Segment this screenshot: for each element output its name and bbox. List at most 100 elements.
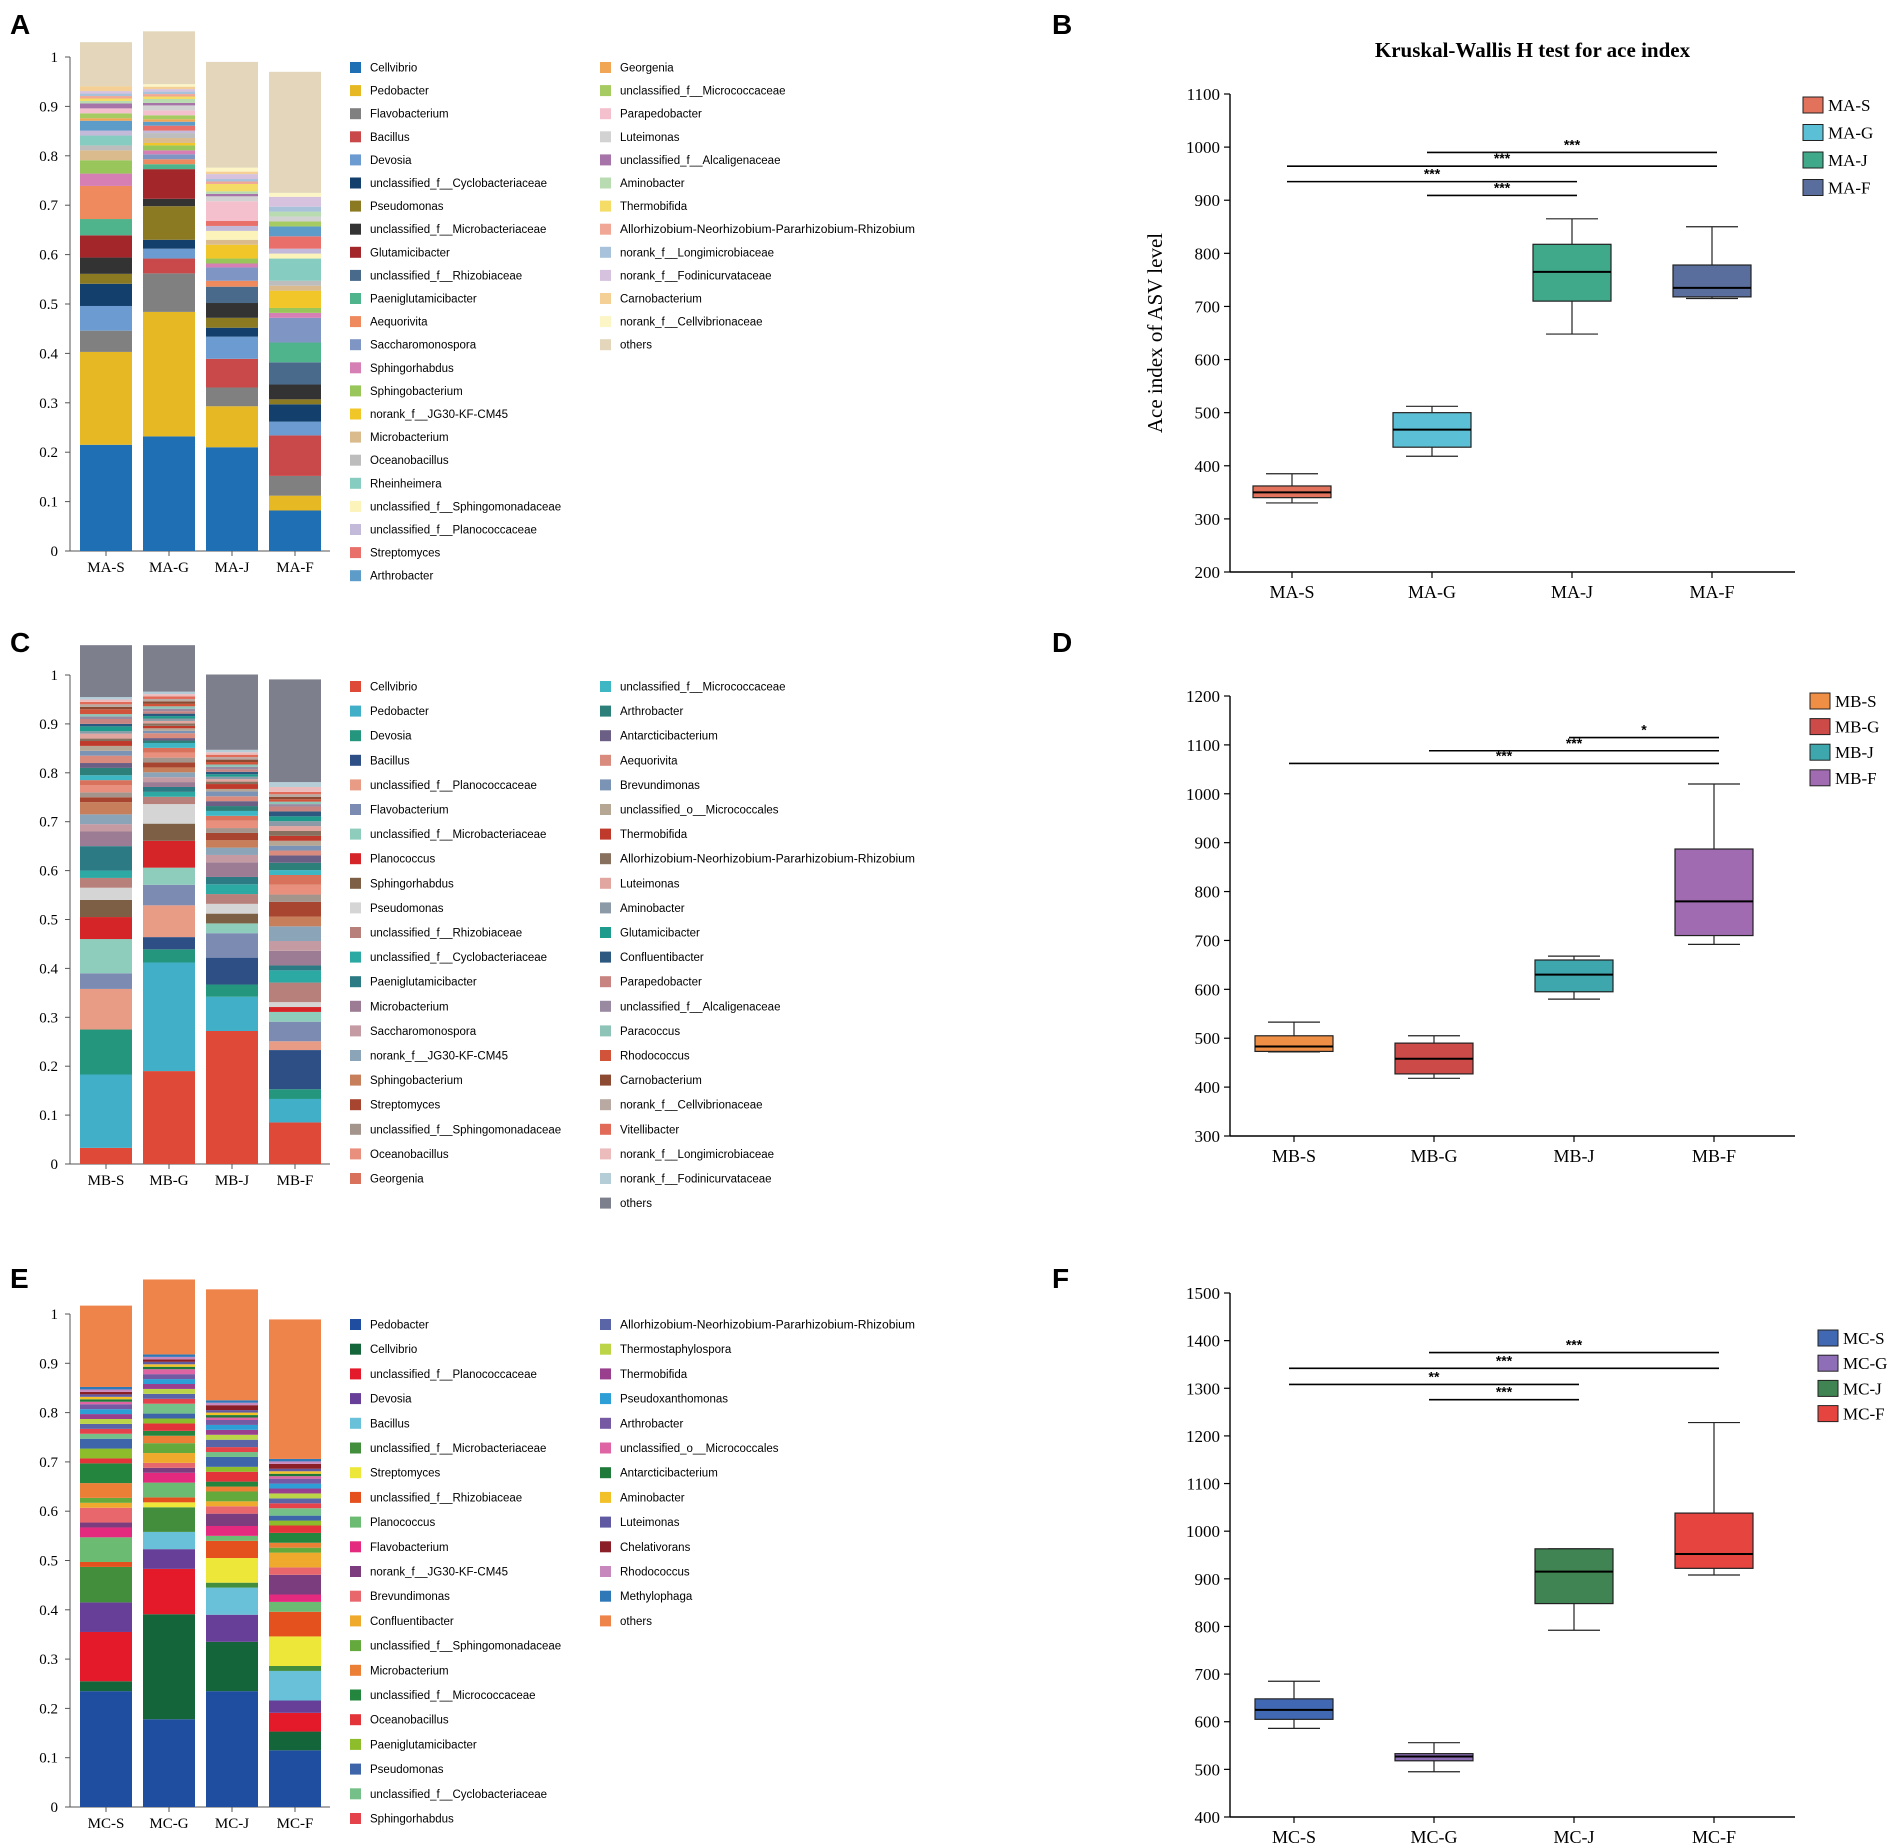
legend-swatch — [350, 177, 361, 189]
panel-letter-e: E — [10, 1263, 29, 1294]
bar-segment — [269, 253, 321, 259]
bar-segment — [143, 716, 195, 719]
x-tick-label: MA-F — [276, 560, 314, 576]
bar-segment — [206, 1506, 258, 1514]
legend-label: Paeniglutamicibacter — [370, 977, 477, 989]
bar-segment — [206, 749, 258, 753]
legend-label: unclassified_f__Alcaligenaceae — [620, 1001, 780, 1013]
legend-label: Parapedobacter — [620, 109, 702, 121]
bar-segment — [269, 845, 321, 851]
bar-segment — [143, 884, 195, 906]
legend-swatch — [600, 246, 611, 258]
bar-segment — [269, 855, 321, 863]
bar-segment — [143, 804, 195, 824]
legend-label: unclassified_f__Micrococcaceae — [620, 86, 786, 98]
legend-swatch — [600, 754, 611, 766]
bar-segment — [206, 984, 258, 997]
legend-swatch — [350, 1541, 361, 1553]
bar-segment — [80, 917, 132, 940]
bar-segment — [269, 1574, 321, 1595]
y-tick-label: 0.5 — [39, 297, 58, 313]
bar-segment — [269, 312, 321, 318]
bar-segment — [206, 1614, 258, 1642]
bar-segment — [143, 740, 195, 743]
legend-label: Pedobacter — [370, 1320, 429, 1332]
legend-swatch — [350, 1738, 361, 1750]
bar-segment — [80, 1147, 132, 1164]
bar-segment — [143, 89, 195, 92]
legend-label: Arthrobacter — [620, 1418, 683, 1430]
bar-segment — [80, 731, 132, 734]
bar-segment — [206, 752, 258, 755]
bar-segment — [143, 1497, 195, 1503]
bar-segment — [206, 191, 258, 194]
bar-segment — [143, 730, 195, 734]
bar-segment — [143, 1423, 195, 1431]
bar-segment — [206, 1582, 258, 1588]
legend-swatch — [600, 154, 611, 166]
bar-segment — [206, 181, 258, 184]
y-tick-label: 800 — [1195, 244, 1221, 263]
bar-segment — [206, 1439, 258, 1448]
legend-swatch — [600, 293, 611, 304]
bar-segment — [80, 814, 132, 825]
bar-segment — [80, 716, 132, 720]
legend-label: unclassified_f__Sphingomonadaceae — [370, 1641, 561, 1653]
box-mc-j — [1534, 1548, 1614, 1605]
bar-segment — [269, 510, 321, 551]
legend-label: Microbacterium — [370, 1665, 449, 1677]
bar-segment — [269, 875, 321, 885]
y-tick-label: 0.9 — [39, 99, 58, 115]
bar-segment — [206, 769, 258, 772]
bar-segment — [80, 305, 132, 331]
bar-segment — [143, 198, 195, 207]
legend-label: Glutamicibacter — [370, 247, 450, 259]
bar-segment — [80, 96, 132, 99]
legend-label: Glutamicibacter — [620, 928, 700, 940]
box-plot-b: Kruskal-Wallis H test for ace index Ace i… — [1143, 38, 1873, 602]
bar-segment — [80, 1497, 132, 1503]
bar-segment — [269, 1478, 321, 1484]
bar-segment — [206, 796, 258, 802]
bar-segment — [206, 759, 258, 763]
legend-swatch — [350, 1442, 361, 1454]
y-tick-label: 0.7 — [39, 815, 58, 831]
bar-segment — [269, 835, 321, 841]
box-mb-s — [1254, 1035, 1334, 1053]
bar-segment — [269, 384, 321, 400]
y-tick-label: 900 — [1195, 1570, 1221, 1589]
legend-swatch — [1809, 743, 1831, 761]
bar-segment — [269, 926, 321, 942]
y-tick-label: 0 — [51, 544, 59, 560]
bar-segment — [143, 708, 195, 712]
bar-segment — [269, 1498, 321, 1504]
legend-swatch — [350, 570, 361, 582]
legend-label: Aminobacter — [620, 178, 685, 190]
bar-segment — [80, 831, 132, 847]
bar-segment — [143, 138, 195, 143]
bar-segment — [206, 1691, 258, 1807]
legend-label: Paeniglutamicibacter — [370, 1739, 477, 1751]
bar-segment — [143, 248, 195, 259]
legend-label: Oceanobacillus — [370, 1715, 449, 1727]
bar-segment — [80, 1394, 132, 1397]
bar-segment — [206, 303, 258, 318]
bar-segment — [143, 1467, 195, 1473]
bar-segment — [143, 1403, 195, 1414]
bar-segment — [206, 193, 258, 197]
legend-swatch — [350, 1099, 361, 1111]
bar-segment — [206, 762, 258, 765]
bar-segment — [80, 1561, 132, 1567]
bar-segment — [143, 1418, 195, 1424]
bar-segment — [206, 903, 258, 914]
legend-label: Aminobacter — [620, 1492, 685, 1504]
bar-segment — [143, 706, 195, 709]
legend-swatch — [350, 269, 361, 281]
bar-segment — [269, 1611, 321, 1637]
legend-label: Flavobacterium — [370, 805, 449, 817]
legend-swatch — [350, 339, 361, 351]
legend-label: unclassified_o__Micrococcales — [620, 1443, 779, 1455]
bar-segment — [206, 174, 258, 180]
bar-segment — [206, 221, 258, 226]
